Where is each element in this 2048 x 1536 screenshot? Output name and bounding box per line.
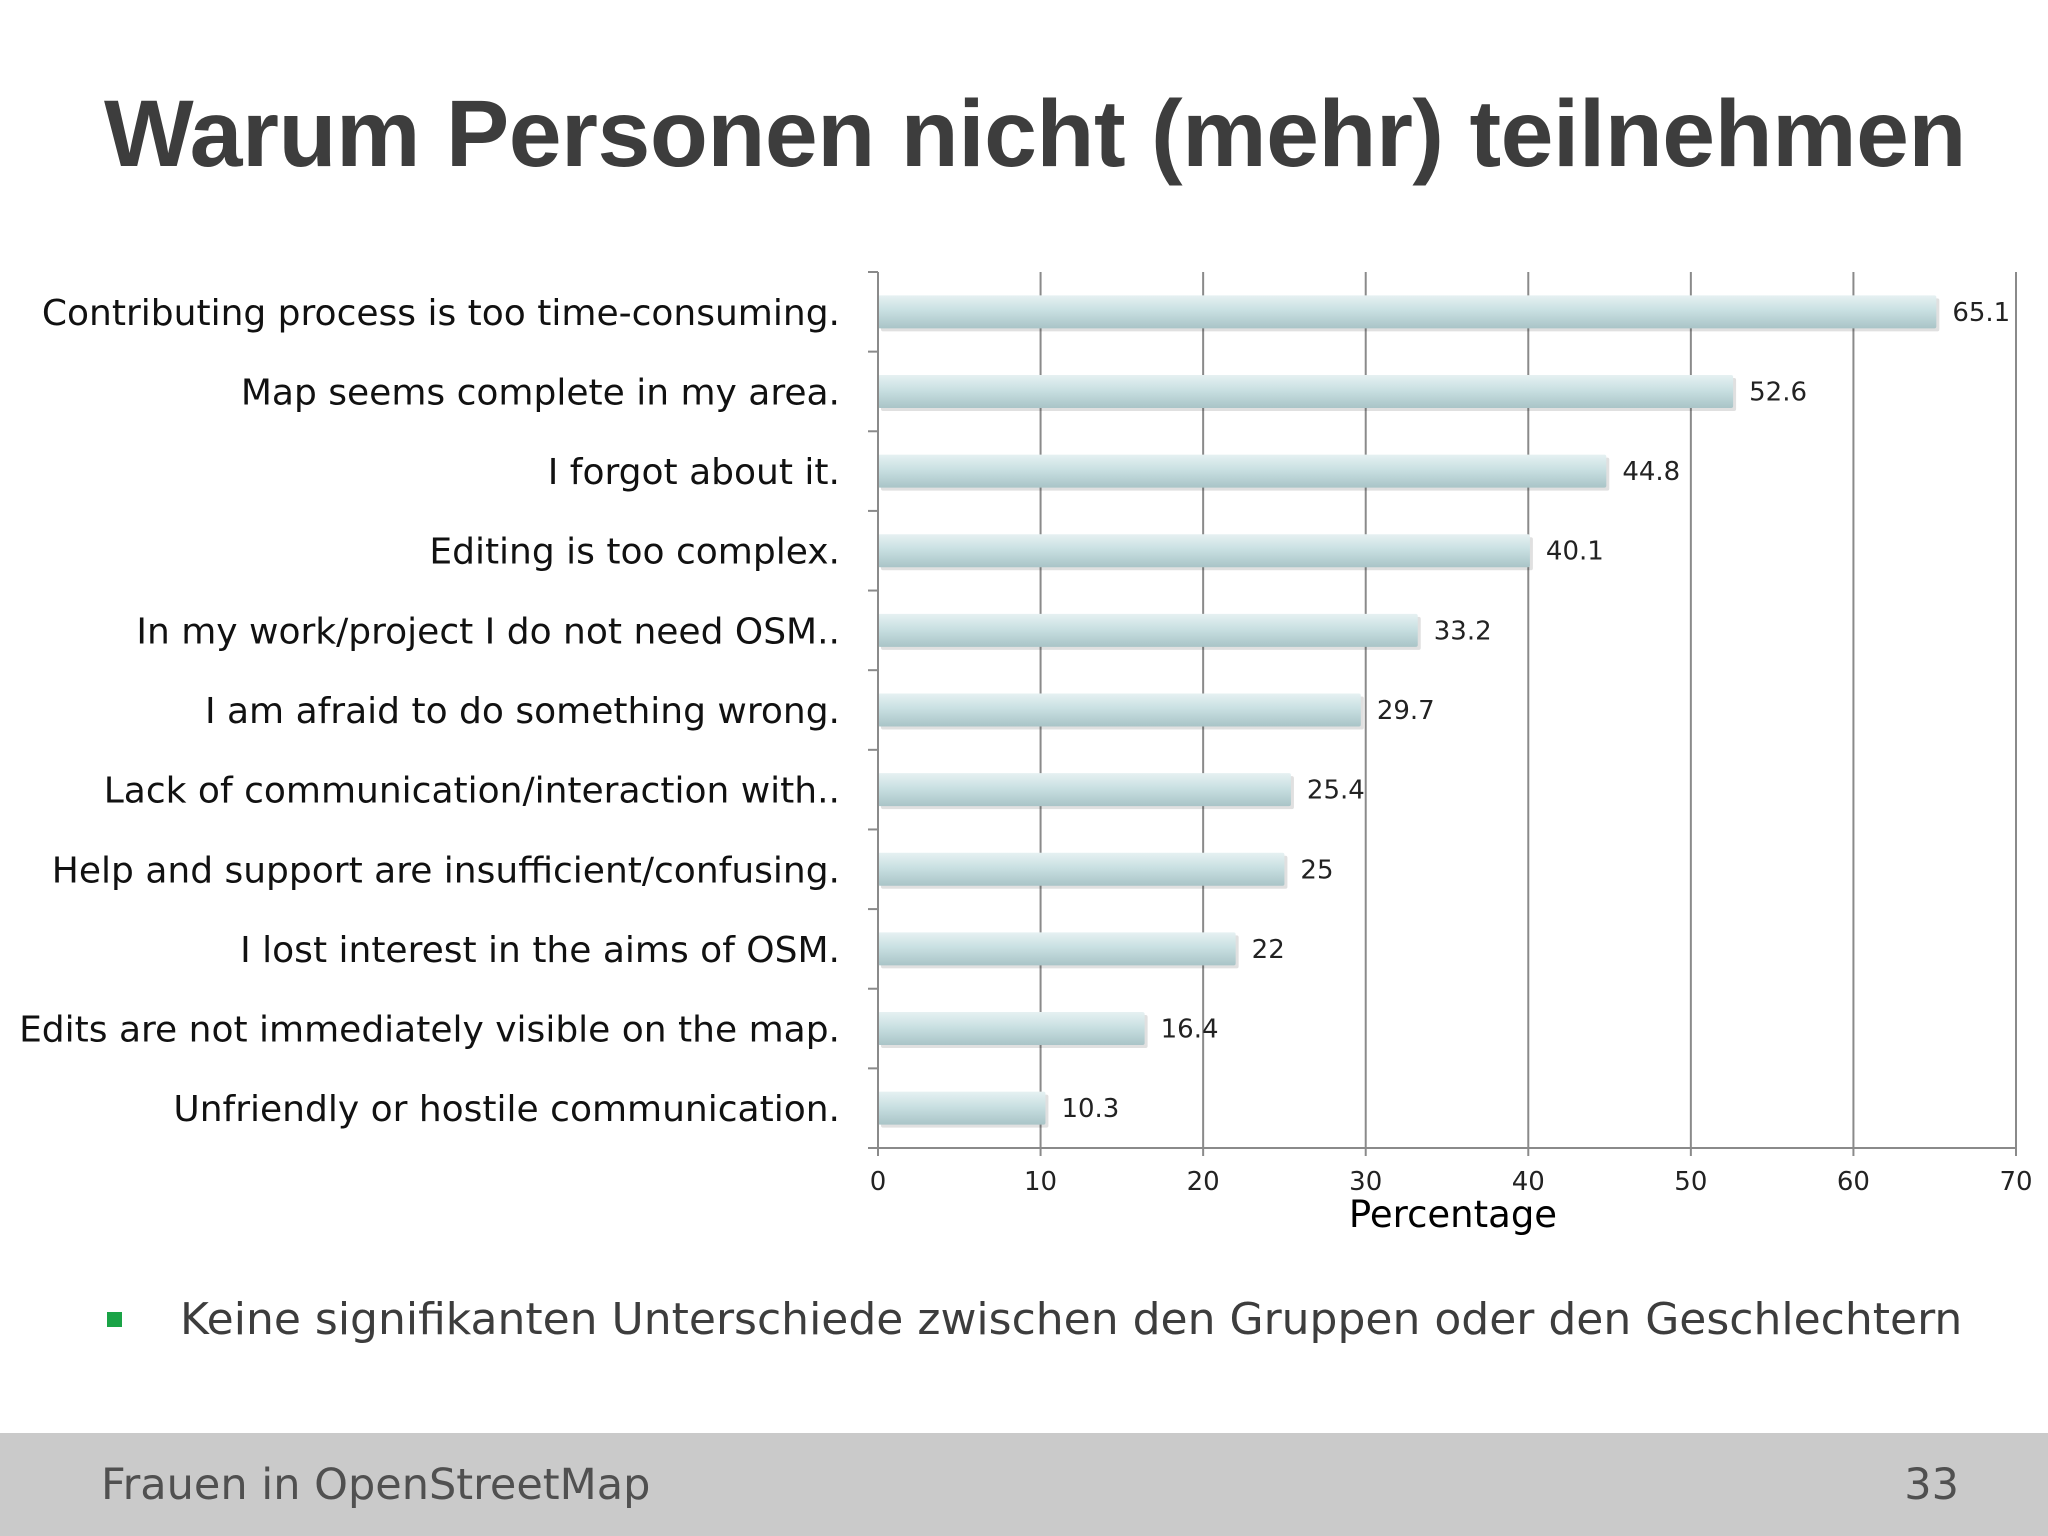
chart-category-labels: Contributing process is too time-consumi… [19, 293, 840, 1130]
x-tick-label: 40 [1512, 1167, 1545, 1197]
chart-axes [868, 271, 2017, 1156]
x-tick-label: 60 [1837, 1167, 1870, 1197]
x-tick-label: 30 [1349, 1167, 1382, 1197]
data-label: 29.7 [1377, 696, 1435, 726]
x-tick-label: 50 [1674, 1167, 1707, 1197]
data-label: 16.4 [1161, 1015, 1219, 1045]
x-axis-label: Percentage [1349, 1193, 1557, 1236]
chart-tick-labels: 0 10 20 30 40 50 60 70 [870, 1167, 2033, 1197]
category-label: Contributing process is too time-consumi… [42, 293, 840, 334]
bar [878, 852, 1285, 886]
x-tick-label: 0 [870, 1167, 887, 1197]
bar [878, 295, 1937, 329]
data-label: 25 [1300, 855, 1333, 885]
category-label: I am afraid to do something wrong. [205, 691, 840, 732]
x-tick-label: 10 [1024, 1167, 1057, 1197]
footer-title: Frauen in OpenStreetMap [101, 1460, 651, 1510]
bar [878, 454, 1607, 488]
chart-data-labels: 65.1 52.6 44.8 40.1 33.2 29.7 25.4 25 22 16.4 10.3 [1061, 298, 2010, 1124]
x-tick-label: 70 [1999, 1167, 2032, 1197]
category-label: In my work/project I do not need OSM.. [136, 611, 840, 652]
data-label: 10.3 [1061, 1094, 1119, 1124]
slide-title: Warum Personen nicht (mehr) teilnehmen [104, 81, 1966, 187]
page-number: 33 [1904, 1460, 1959, 1510]
bar [878, 374, 1734, 408]
bar [878, 773, 1291, 807]
category-label: I lost interest in the aims of OSM. [240, 930, 840, 971]
bar-chart: 65.1 52.6 44.8 40.1 33.2 29.7 25.4 25 22 16.4 10.3… [19, 271, 2033, 1236]
bar [878, 932, 1236, 966]
x-tick-label: 20 [1187, 1167, 1220, 1197]
footer-bar: Frauen in OpenStreetMap 33 [0, 1433, 2048, 1536]
data-label: 25.4 [1307, 776, 1365, 806]
bar [878, 534, 1530, 568]
bar [878, 613, 1418, 647]
category-label: Lack of communication/interaction with.. [104, 771, 840, 812]
chart-bars [878, 295, 1940, 1128]
chart-gridlines [1039, 272, 2017, 1148]
bullet-text: Keine signifikanten Unterschiede zwische… [180, 1294, 1963, 1345]
category-label: Unfriendly or hostile communication. [173, 1089, 840, 1130]
category-label: I forgot about it. [548, 452, 840, 493]
category-label: Map seems complete in my area. [241, 372, 840, 413]
data-label: 52.6 [1749, 377, 1807, 407]
bar [878, 693, 1361, 727]
bar [878, 1012, 1145, 1046]
category-label: Edits are not immediately visible on the… [19, 1010, 840, 1051]
data-label: 44.8 [1622, 457, 1680, 487]
data-label: 65.1 [1952, 298, 2010, 328]
bar [878, 1091, 1046, 1125]
bullet-marker [107, 1312, 122, 1327]
data-label: 40.1 [1546, 537, 1604, 567]
data-label: 33.2 [1434, 616, 1492, 646]
category-label: Help and support are insufficient/confus… [52, 850, 840, 891]
category-label: Editing is too complex. [429, 532, 840, 573]
data-label: 22 [1252, 935, 1285, 965]
